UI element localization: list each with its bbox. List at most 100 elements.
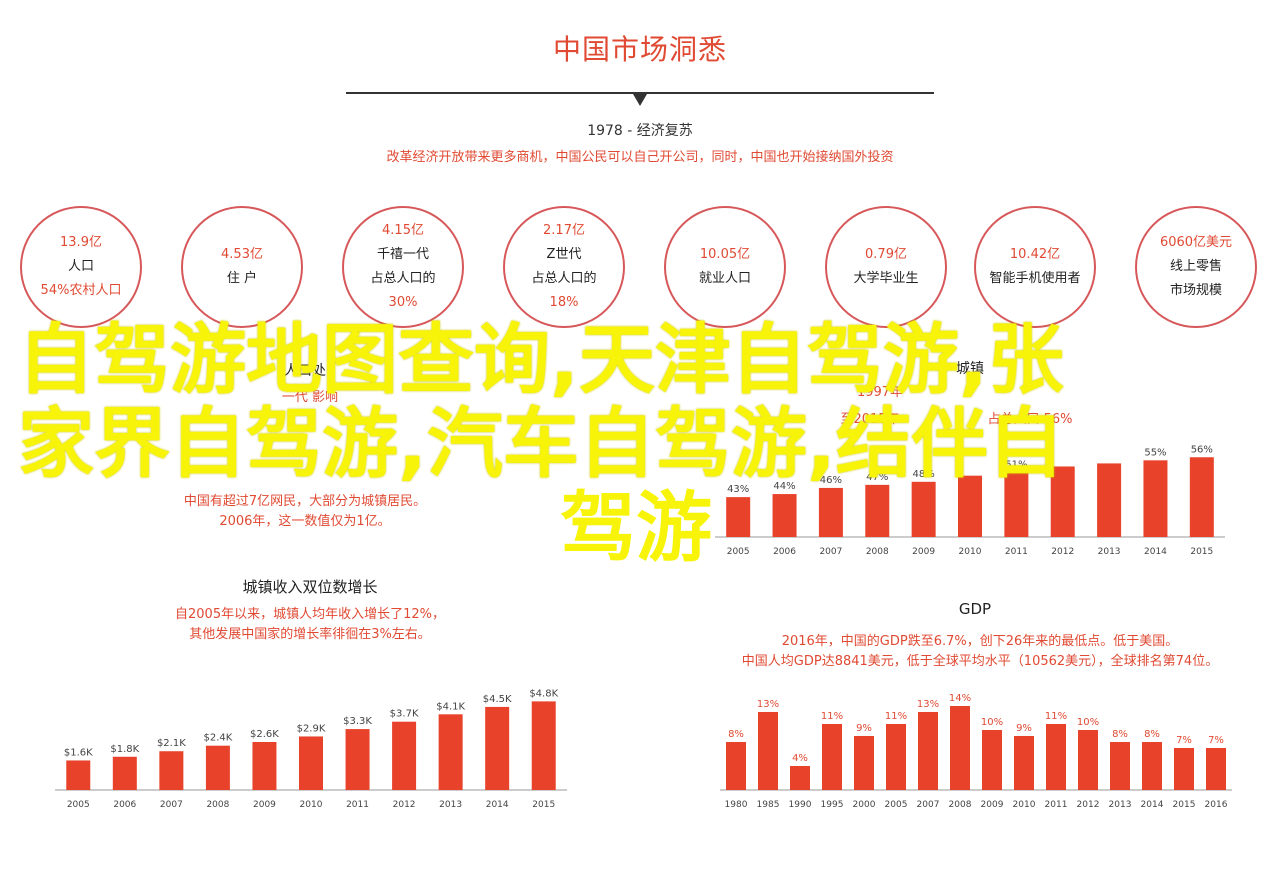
data-label: 11% <box>885 711 907 722</box>
data-label: $2.4K <box>203 733 232 744</box>
data-label: 10% <box>1077 717 1099 728</box>
data-label: 8% <box>1112 729 1128 740</box>
data-label: 44% <box>773 481 795 492</box>
bar <box>865 484 890 537</box>
tick-label: 2013 <box>439 800 462 810</box>
stat-circle-line: 智能手机使用者 <box>989 271 1081 286</box>
bar <box>299 736 323 790</box>
stat-circle: 0.79亿 大学毕业生 <box>825 206 947 328</box>
data-label: 47% <box>866 472 888 483</box>
bar <box>252 742 277 790</box>
urban-right-partial-4: 占总人口 56% <box>987 412 1073 427</box>
bar <box>982 730 1002 790</box>
page-title: 中国市场洞悉 <box>552 33 727 66</box>
tick-label: 1985 <box>757 800 780 810</box>
tick-label: 2012 <box>1077 800 1100 810</box>
stat-circle-line: 占总人口的 <box>370 271 436 286</box>
bar <box>1014 736 1034 790</box>
bar <box>159 751 184 790</box>
income-note-2: 其他发展中国家的增长率徘徊在3%左右。 <box>189 627 431 642</box>
stat-circle-line: 10.42亿 <box>1009 247 1061 262</box>
income-title: 城镇收入双位数增长 <box>242 578 378 596</box>
tick-label: 2000 <box>853 800 876 810</box>
stat-circle-line: 6060亿美元 <box>1159 235 1233 250</box>
tick-label: 2015 <box>1173 800 1196 810</box>
data-label: 14% <box>949 693 971 704</box>
tick-label: 2013 <box>1109 800 1132 810</box>
data-label: $2.9K <box>297 723 326 734</box>
stat-circle-line: 人口 <box>67 259 94 274</box>
tick-label: 2006 <box>773 547 796 557</box>
tick-label: 2005 <box>885 800 908 810</box>
tick-label: 2009 <box>912 547 935 557</box>
stat-circle-line: 54%农村人口 <box>40 283 122 298</box>
tick-label: 2009 <box>253 800 276 810</box>
bar <box>1174 748 1194 790</box>
tick-label: 2011 <box>346 800 369 810</box>
urban-partial-text-1: 人口处 <box>284 363 326 379</box>
bar <box>911 481 936 537</box>
stat-circle: 6060亿美元 线上零售 市场规模 <box>1135 206 1257 328</box>
data-label: 9% <box>1016 723 1032 734</box>
tick-label: 2013 <box>1098 547 1121 557</box>
bar <box>886 724 906 790</box>
data-label: 8% <box>1144 729 1160 740</box>
overlay-line-3: 驾游 <box>560 483 712 572</box>
tick-label: 2011 <box>1045 800 1068 810</box>
bar <box>345 729 370 790</box>
tick-label: 2008 <box>866 547 889 557</box>
bar <box>205 745 230 790</box>
urban-note-2: 2006年，这一数值仅为1亿。 <box>219 514 391 529</box>
divider-arrow-icon <box>633 94 647 106</box>
urban-right-partial-1: 城镇 <box>956 361 984 377</box>
bar <box>818 487 843 537</box>
data-label: $3.3K <box>343 716 372 727</box>
data-label: $3.7K <box>390 709 419 720</box>
tick-label: 2011 <box>1005 547 1028 557</box>
bar <box>1078 730 1098 790</box>
stat-circle-line: Z世代 <box>546 247 582 262</box>
data-label: 8% <box>728 729 744 740</box>
overlay-banner: 自驾游地图查询,天津自驾游,张 家界自驾游,汽车自驾游,结伴自 <box>18 318 1198 486</box>
tick-label: 2015 <box>532 800 555 810</box>
data-label: $1.8K <box>110 744 139 755</box>
bar <box>1046 724 1066 790</box>
data-label: 43% <box>727 484 749 495</box>
data-label: 55% <box>1144 447 1166 458</box>
bar <box>1097 463 1122 537</box>
bar <box>1206 748 1226 790</box>
urban-right-partial-2: 1997年 <box>856 385 904 400</box>
data-label: $4.1K <box>436 701 465 712</box>
data-label: 51% <box>1005 460 1027 471</box>
bar <box>392 721 417 790</box>
bar <box>958 475 982 537</box>
stat-circle-line: 就业人口 <box>698 271 751 286</box>
tick-label: 2014 <box>1141 800 1164 810</box>
bar <box>1004 472 1029 537</box>
bar <box>112 756 137 790</box>
data-label: 10% <box>981 717 1003 728</box>
stat-circle-line: 大学毕业生 <box>853 271 919 286</box>
bar <box>1143 460 1168 537</box>
era-heading: 1978 - 经济复苏 <box>587 123 693 139</box>
urban-right-partial-3: 至2015年 <box>840 412 900 427</box>
bar <box>1189 457 1214 537</box>
tick-label: 1990 <box>789 800 812 810</box>
stat-circle: 4.15亿 千禧一代 占总人口的 30% <box>342 206 464 328</box>
data-label: 7% <box>1208 735 1224 746</box>
tick-label: 2007 <box>160 800 183 810</box>
stat-circle-line: 13.9亿 <box>60 235 102 250</box>
data-label: 4% <box>792 753 808 764</box>
tick-label: 1980 <box>725 800 748 810</box>
stat-circle: 13.9亿人口 54%农村人口 <box>20 206 142 328</box>
stat-circle-line: 10.05亿 <box>699 247 751 262</box>
bar <box>1050 466 1075 537</box>
stat-circle-line: 4.53亿 <box>221 247 263 262</box>
stat-circle: 10.05亿 就业人口 <box>664 206 786 328</box>
bar <box>1110 742 1130 790</box>
urban-note-1: 中国有超过7亿网民，大部分为城镇居民。 <box>183 494 427 509</box>
data-label: 11% <box>1045 711 1067 722</box>
bar <box>66 760 91 790</box>
tick-label: 2006 <box>113 800 136 810</box>
tick-label: 2016 <box>1205 800 1228 810</box>
